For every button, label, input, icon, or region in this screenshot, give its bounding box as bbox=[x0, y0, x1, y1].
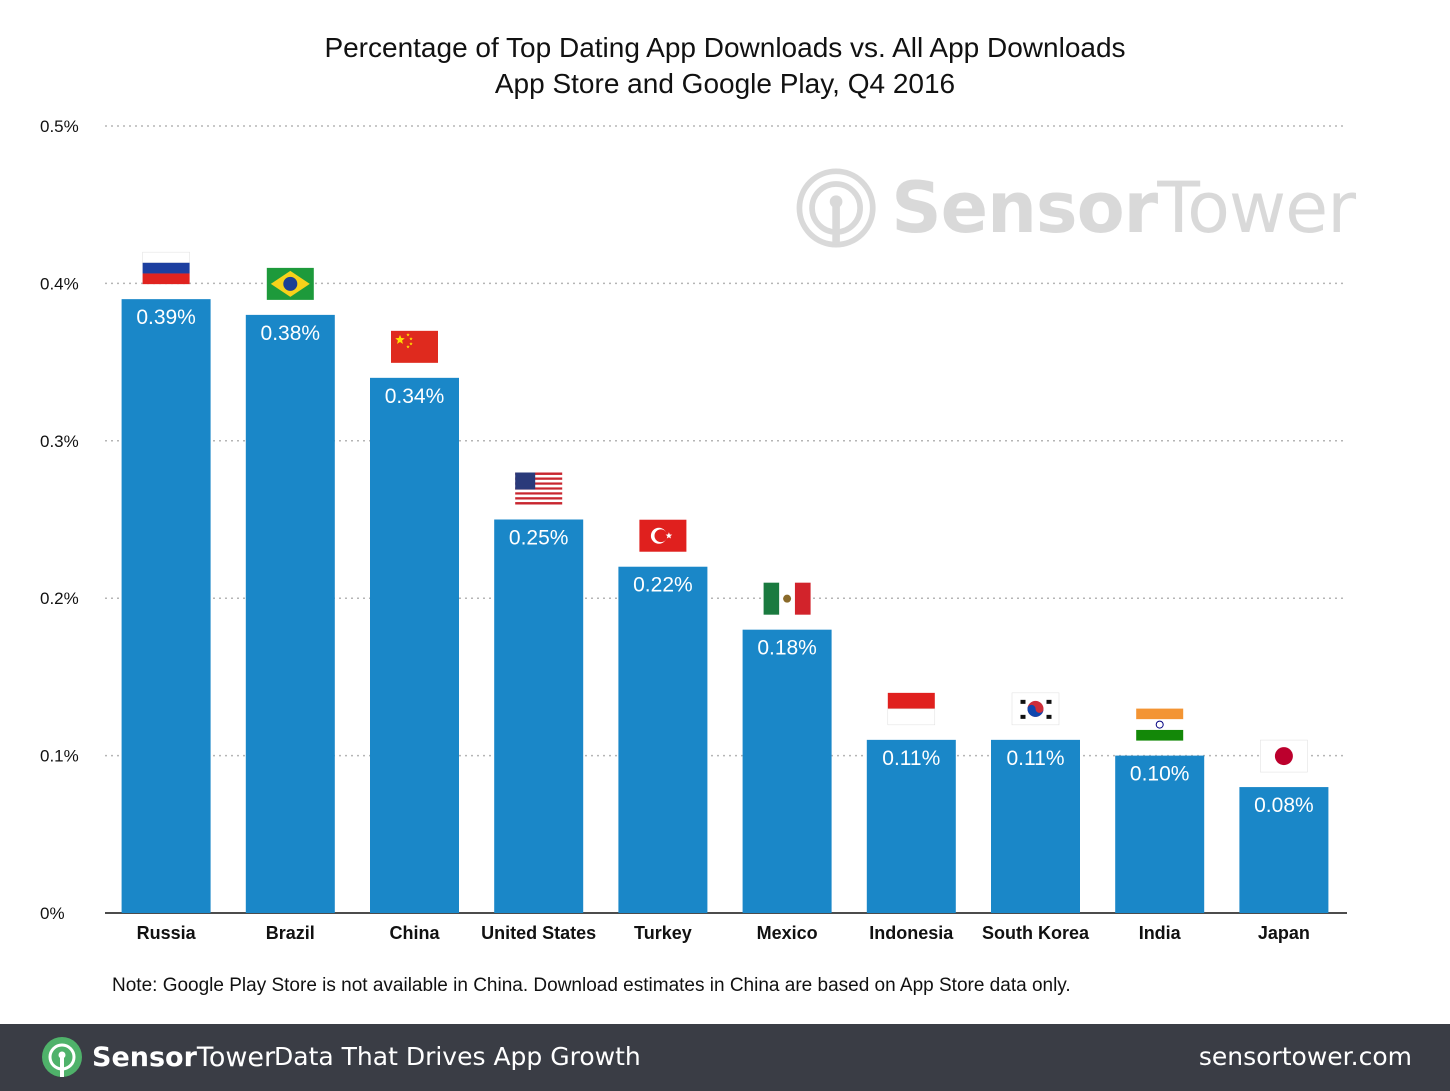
bar bbox=[1239, 787, 1329, 913]
data-label: 0.34% bbox=[385, 385, 445, 408]
india-flag-icon bbox=[1136, 708, 1184, 741]
x-tick-label: South Korea bbox=[982, 923, 1090, 943]
sensortower-logo-icon bbox=[796, 168, 876, 248]
chart-title-block: Percentage of Top Dating App Downloads v… bbox=[0, 30, 1450, 102]
x-tick-label: United States bbox=[481, 923, 596, 943]
sensortower-logo-icon bbox=[42, 1037, 82, 1077]
bar-chart: 0% 0.1% 0.2% 0.3% 0.4% 0.5% 0.39% Russia 0.38% Br… bbox=[40, 117, 1347, 943]
footer-tagline: Data That Drives App Growth bbox=[274, 1042, 641, 1071]
bar bbox=[1115, 755, 1205, 913]
x-tick-label: Brazil bbox=[266, 923, 315, 943]
bar bbox=[494, 519, 584, 913]
x-tick-label: Mexico bbox=[757, 923, 818, 943]
bar bbox=[245, 314, 335, 913]
data-label: 0.25% bbox=[509, 527, 569, 550]
y-tick-label: 0.3% bbox=[40, 432, 79, 451]
bar bbox=[742, 629, 832, 913]
data-label: 0.11% bbox=[1007, 747, 1065, 770]
y-tick-label: 0.1% bbox=[40, 747, 79, 766]
turkey-flag-icon bbox=[639, 519, 687, 552]
data-label: 0.10% bbox=[1130, 763, 1190, 786]
chart-subtitle: App Store and Google Play, Q4 2016 bbox=[494, 68, 956, 99]
y-tick-label: 0.4% bbox=[40, 274, 79, 293]
x-tick-label: Russia bbox=[137, 923, 197, 943]
japan-flag-icon bbox=[1260, 739, 1308, 773]
bar bbox=[866, 739, 956, 913]
data-label: 0.38% bbox=[261, 322, 321, 345]
x-tick-label: China bbox=[389, 923, 440, 943]
south-korea-flag-icon bbox=[1011, 692, 1060, 726]
footer-brand[interactable]: SensorTower bbox=[40, 1035, 275, 1079]
watermark-text: SensorTower bbox=[891, 167, 1356, 249]
russia-flag-icon bbox=[142, 251, 190, 285]
data-label: 0.11% bbox=[882, 747, 940, 770]
bar bbox=[370, 377, 459, 914]
usa-flag-icon bbox=[515, 472, 563, 505]
x-tick-label: India bbox=[1139, 923, 1182, 943]
bar bbox=[618, 566, 708, 913]
indonesia-flag-icon bbox=[887, 692, 936, 726]
y-tick-label: 0.2% bbox=[40, 589, 79, 608]
bar bbox=[991, 739, 1080, 913]
y-tick-label: 0% bbox=[40, 904, 65, 923]
data-label: 0.39% bbox=[136, 306, 196, 329]
chart-title: Percentage of Top Dating App Downloads v… bbox=[324, 32, 1126, 63]
footer-site-link[interactable]: sensortower.com bbox=[1198, 1042, 1412, 1071]
footer-bar: SensorTower Data That Drives App Growth … bbox=[0, 1024, 1450, 1091]
y-tick-label: 0.5% bbox=[40, 117, 79, 136]
brazil-flag-icon bbox=[266, 267, 314, 300]
x-tick-label: Japan bbox=[1258, 923, 1310, 943]
footer-brand-name: SensorTower bbox=[92, 1041, 276, 1073]
data-label: 0.22% bbox=[633, 574, 693, 597]
chart-note: Note: Google Play Store is not available… bbox=[112, 975, 1071, 996]
bar bbox=[121, 299, 211, 913]
x-tick-label: Indonesia bbox=[869, 923, 954, 943]
sensortower-watermark: SensorTower bbox=[795, 138, 1356, 278]
china-flag-icon bbox=[391, 330, 438, 363]
data-label: 0.08% bbox=[1254, 794, 1314, 817]
mexico-flag-icon bbox=[763, 582, 811, 615]
x-tick-label: Turkey bbox=[634, 923, 692, 943]
data-label: 0.18% bbox=[757, 637, 817, 660]
